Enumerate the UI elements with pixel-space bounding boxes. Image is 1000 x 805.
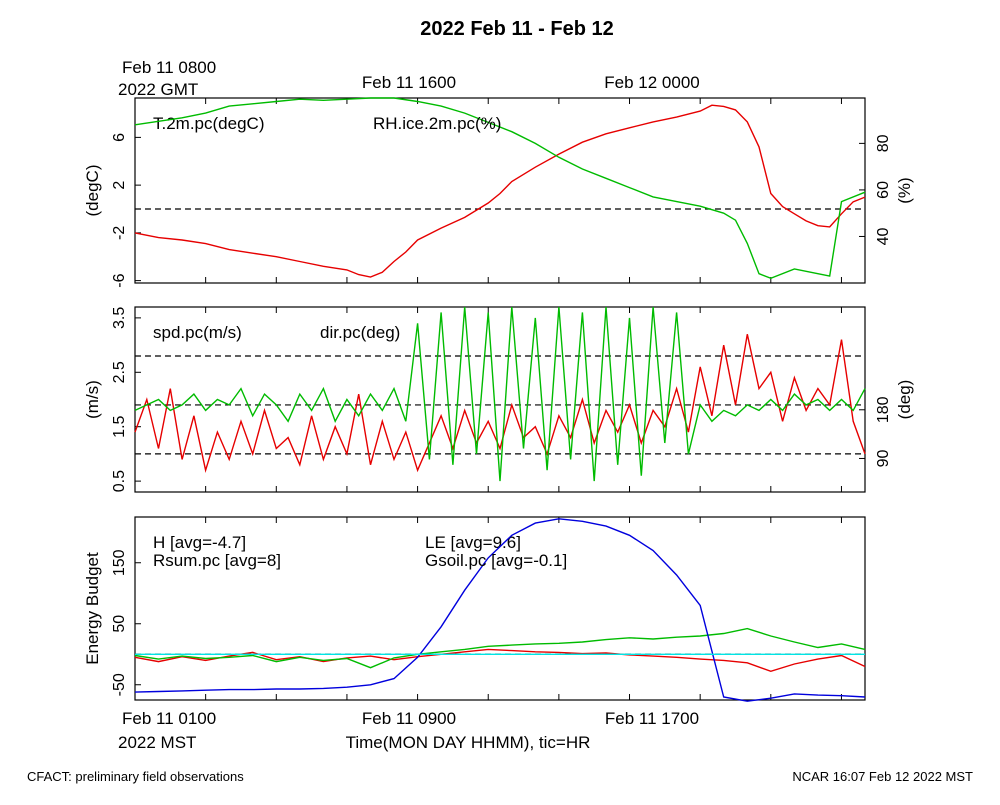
y-tick-label-right: 60 [875, 181, 892, 199]
series-line-rh [134, 97, 866, 280]
y-tick-label-right: 80 [875, 134, 892, 152]
bottom-axis-label-1: Feb 11 0900 [362, 709, 456, 728]
series-line-le [134, 627, 866, 669]
chart-title: 2022 Feb 11 - Feb 12 [420, 18, 613, 40]
y-tick-label-left: 6 [111, 133, 128, 142]
y-axis-label-right: (deg) [895, 380, 914, 420]
y-axis-label-left: (m/s) [83, 380, 102, 419]
y-tick-label-left: -6 [111, 273, 128, 287]
legend-entry-rsum: Rsum.pc [avg=8] [153, 551, 281, 570]
series-line-rsum [134, 518, 866, 702]
bottom-axis-first-line2: 2022 MST [118, 733, 196, 752]
panel-frame [134, 306, 866, 493]
legend-entry-le: LE [avg=9.6] [425, 533, 521, 552]
top-axis-label-2: Feb 12 0000 [604, 73, 699, 92]
y-tick-label-right: 180 [875, 396, 892, 423]
x-axis-label: Time(MON DAY HHMM), tic=HR [346, 733, 591, 752]
bottom-axis-label-2: Feb 11 1700 [605, 709, 699, 728]
y-tick-label-right: 90 [875, 449, 892, 467]
y-tick-label-left: 3.5 [111, 307, 128, 329]
legend-entry-spd: spd.pc(m/s) [153, 323, 242, 342]
y-tick-label-left: 2.5 [111, 361, 128, 383]
y-tick-label-left: 50 [111, 615, 128, 633]
y-axis-label-left: (degC) [83, 165, 102, 217]
y-tick-label-left: 1.5 [111, 415, 128, 437]
y-axis-label-right: (%) [895, 177, 914, 203]
temperature-humidity-panel: 6 2 -2 -6 80 60 40 (degC) (%) T.2m.pc(degC) RH.ice… [83, 97, 914, 288]
top-axis-first-line1: Feb 11 0800 [122, 58, 216, 77]
energy-budget-panel: 150 50 -50 Energy Budget H [avg=-4.7] LE [avg… [83, 516, 866, 702]
series-line-h [134, 648, 866, 673]
y-tick-label-left: 2 [111, 181, 128, 190]
y-tick-label-left: -50 [111, 673, 128, 696]
y-tick-label-left: 150 [111, 549, 128, 576]
bottom-axis-first-line1: Feb 11 0100 [122, 709, 216, 728]
y-tick-label-left: -2 [111, 226, 128, 240]
legend-entry-rh: RH.ice.2m.pc(%) [373, 114, 501, 133]
top-axis-label-1: Feb 11 1600 [362, 73, 456, 92]
legend-entry-gsoil: Gsoil.pc [avg=-0.1] [425, 551, 567, 570]
panel-frame [134, 516, 866, 701]
legend-entry-dir: dir.pc(deg) [320, 323, 400, 342]
panel-frame [134, 97, 866, 284]
wind-panel: 3.5 2.5 1.5 0.5 180 90 (m/s) (deg) spd.pc(m/s) di… [83, 306, 914, 493]
y-tick-label-left: 0.5 [111, 470, 128, 492]
footer-left: CFACT: preliminary field observations [27, 769, 244, 784]
series-line-dir [134, 306, 866, 482]
legend-entry-t: T.2m.pc(degC) [153, 114, 264, 133]
y-axis-label-left: Energy Budget [83, 552, 102, 665]
series-line-t [134, 104, 866, 278]
series-line-spd [134, 334, 866, 473]
legend-entry-h: H [avg=-4.7] [153, 533, 246, 552]
top-axis-first-line2: 2022 GMT [118, 80, 198, 99]
y-tick-label-right: 40 [875, 227, 892, 245]
footer-right: NCAR 16:07 Feb 12 2022 MST [792, 769, 973, 784]
